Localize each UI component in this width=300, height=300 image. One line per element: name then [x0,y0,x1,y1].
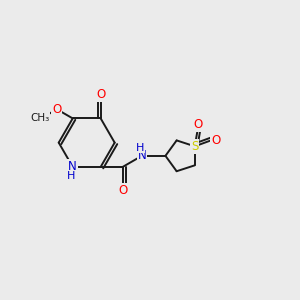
Text: H: H [136,142,145,153]
Text: CH₃: CH₃ [30,113,50,123]
Text: H: H [67,171,75,181]
Text: O: O [211,134,220,147]
Text: N: N [68,160,77,173]
Text: S: S [191,140,198,153]
Text: O: O [118,184,128,197]
Text: N: N [137,149,146,162]
Text: O: O [52,103,62,116]
Text: O: O [96,88,105,101]
Text: O: O [193,118,203,131]
